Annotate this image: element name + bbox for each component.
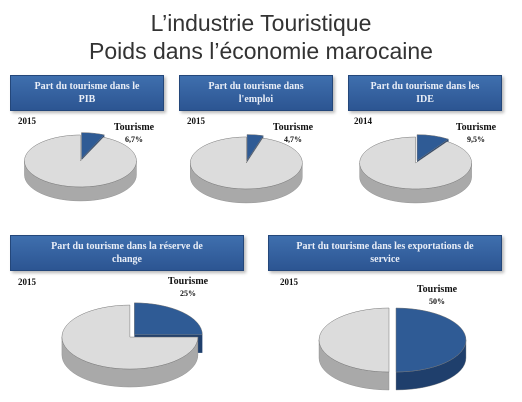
- chart-title-banner: Part du tourisme dans l'emploi: [179, 75, 333, 111]
- pie-slice-autres: [24, 134, 137, 188]
- chart-year: 2014: [354, 116, 372, 126]
- slice-label-name: Tourisme: [455, 122, 497, 133]
- pie-slice-autres: [318, 307, 390, 373]
- chart-title-line: IDE: [416, 94, 434, 105]
- slice-label-value: 6,7%: [125, 135, 143, 144]
- chart-year: 2015: [280, 277, 298, 287]
- chart-year: 2015: [187, 116, 205, 126]
- slice-label: Tourisme 50%: [407, 284, 467, 308]
- chart-title-line: Part du tourisme dans le: [34, 81, 140, 92]
- chart-title-banner: Part du tourisme dans le PIB: [10, 75, 164, 111]
- chart-title-banner: Part du tourisme dans la réserve de chan…: [10, 235, 244, 271]
- pie-slice-tourisme: [395, 307, 467, 373]
- chart-title-banner: Part du tourisme dans les exportations d…: [268, 235, 502, 271]
- slice-label: Tourisme 25%: [158, 276, 218, 300]
- pie-slice-autres: [61, 304, 199, 370]
- chart-title-line: l'emploi: [238, 94, 274, 105]
- slice-label-value: 9,5%: [467, 135, 485, 144]
- chart-title-line: PIB: [78, 94, 96, 105]
- chart-title-line: Part du tourisme dans les exportations d…: [296, 241, 474, 252]
- slice-label: Tourisme 4,7%: [263, 122, 323, 146]
- pie-slice-autres: [359, 136, 472, 190]
- slice-label-name: Tourisme: [167, 276, 209, 287]
- slice-label: Tourisme 9,5%: [446, 122, 506, 146]
- slice-label-name: Tourisme: [416, 284, 458, 295]
- chart-year: 2015: [18, 277, 36, 287]
- pie-slice-autres: [190, 136, 303, 190]
- chart-title-line: Part du tourisme dans la réserve de: [51, 241, 203, 252]
- chart-title-line: change: [112, 254, 142, 265]
- pie-slice-tourisme: [246, 134, 264, 162]
- pie-slice-tourisme: [81, 132, 105, 160]
- slice-label-name: Tourisme: [113, 122, 155, 133]
- pie-slice-tourisme: [416, 134, 450, 162]
- chart-year: 2015: [18, 116, 36, 126]
- slice-label: Tourisme 6,7%: [104, 122, 164, 146]
- page-subtitle: Poids dans l’économie marocaine: [89, 38, 433, 64]
- slice-label-value: 4,7%: [284, 135, 302, 144]
- chart-title-line: service: [370, 254, 400, 265]
- chart-title-line: Part du tourisme dans: [208, 81, 304, 92]
- slice-label-name: Tourisme: [272, 122, 314, 133]
- slice-label-value: 25%: [180, 289, 196, 298]
- page-title: L’industrie Touristique: [150, 10, 372, 36]
- chart-title-line: Part du tourisme dans les: [370, 81, 480, 92]
- chart-title-banner: Part du tourisme dans les IDE: [348, 75, 502, 111]
- pie-slice-tourisme: [134, 302, 203, 336]
- slice-label-value: 50%: [429, 297, 445, 306]
